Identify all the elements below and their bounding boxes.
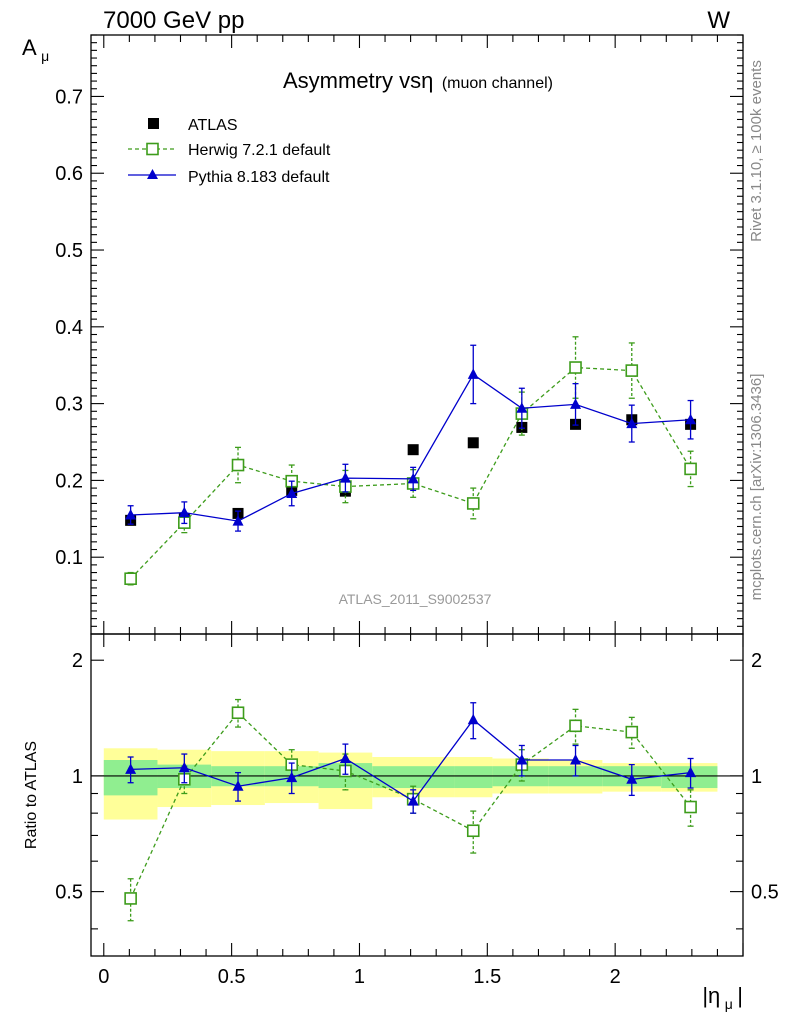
data-point-herwig: [569, 361, 582, 374]
y-tick-label: 0.4: [55, 317, 83, 339]
data-point-pythia: [467, 368, 479, 379]
y-tick-label: 0.2: [55, 470, 83, 492]
data-point-pythia: [570, 398, 582, 409]
x-tick-label: 0.5: [218, 966, 246, 988]
main-title: Asymmetry vsη (muon channel): [283, 68, 553, 93]
data-point-herwig: [684, 800, 697, 814]
y-tick-label: 0.3: [55, 394, 83, 416]
data-point-herwig: [466, 824, 480, 838]
data-point-pythia: [125, 508, 137, 520]
data-point-pythia: [516, 754, 528, 765]
ratio-y-tick-label-right: 0.5: [751, 882, 779, 904]
data-point-pythia: [626, 773, 638, 784]
data-point-pythia: [232, 515, 244, 526]
ratio-xlabel-suffix: |: [737, 983, 743, 1008]
main-ylabel-text: A: [22, 35, 37, 60]
legend-label-herwig: Herwig 7.2.1 default: [188, 142, 331, 159]
legend-marker-herwig: [146, 142, 159, 156]
series-line: [130, 711, 692, 899]
data-point-herwig: [569, 719, 582, 733]
ratio-y-tick-label-right: 2: [751, 650, 762, 672]
data-point-herwig: [231, 458, 245, 472]
main-title-suffix: (muon channel): [442, 75, 553, 92]
header-right: W: [707, 7, 730, 34]
axis-ticks: 0 0.5 1 1.5 2 0.1 0.2 0.3 0.4 0.5 0.6 0.7 0.5 0.5 1 1 2 2: [55, 34, 779, 988]
series-line: [130, 366, 692, 580]
data-point-herwig: [124, 892, 137, 905]
band-stat: [372, 766, 455, 789]
band-stat: [454, 766, 493, 789]
data-point-herwig: [684, 462, 697, 476]
data-point-pythia: [286, 487, 298, 498]
legend-marker-pythia: [147, 169, 158, 179]
data-point-pythia: [125, 763, 137, 774]
legend-label-pythia: Pythia 8.183 default: [188, 169, 330, 186]
ratio-panel-frame: [90, 633, 744, 957]
y-tick-label: 0.7: [55, 86, 83, 108]
data-series: [124, 336, 697, 922]
watermark: ATLAS_2011_S9002537: [339, 591, 492, 607]
mcplots-label: mcplots.cern.ch [arXiv:1306.3436]: [748, 374, 765, 601]
x-tick-label: 2: [610, 966, 621, 988]
data-point-pythia: [178, 506, 190, 518]
y-tick-label: 0.5: [55, 240, 83, 262]
data-point-atlas: [467, 437, 479, 449]
main-title-text: Asymmetry vsη: [283, 68, 433, 93]
legend-marker-atlas: [148, 118, 159, 129]
data-point-pythia: [516, 402, 528, 413]
data-point-herwig: [625, 364, 639, 377]
data-point-pythia: [570, 754, 582, 765]
ratio-xlabel-sub: μ: [725, 996, 733, 1012]
ratio-xlabel: |η μ |: [702, 983, 743, 1013]
x-tick-label: 1.5: [473, 966, 501, 988]
legend-label-atlas: ATLAS: [188, 117, 238, 134]
data-point-pythia: [626, 417, 638, 429]
ratio-y-tick-label: 0.5: [55, 882, 83, 904]
ratio-y-tick-label: 1: [72, 766, 83, 788]
y-tick-label: 0.1: [55, 547, 83, 569]
data-point-pythia: [232, 780, 244, 791]
data-point-pythia: [407, 795, 419, 806]
data-point-atlas: [407, 444, 419, 456]
data-point-pythia: [286, 771, 298, 783]
legend: ATLAS Herwig 7.2.1 default Pythia 8.183 …: [128, 117, 331, 186]
x-tick-label: 0: [98, 966, 109, 988]
x-tick-label: 1: [354, 966, 365, 988]
data-point-pythia: [339, 472, 351, 483]
data-point-pythia: [178, 761, 190, 773]
ratio-xlabel-text: |η: [702, 983, 720, 1008]
data-point-herwig: [625, 725, 639, 739]
data-point-pythia: [467, 713, 479, 725]
data-point-pythia: [339, 752, 351, 763]
main-ylabel-sub: μ: [41, 48, 49, 64]
ratio-y-tick-label-right: 1: [751, 766, 762, 788]
y-tick-label: 0.6: [55, 163, 83, 185]
ratio-ylabel: Ratio to ATLAS: [23, 741, 40, 849]
data-point-pythia: [685, 766, 697, 778]
data-point-herwig: [124, 572, 137, 586]
data-point-pythia: [685, 413, 697, 425]
main-ylabel: A μ: [22, 35, 49, 64]
rivet-label: Rivet 3.1.10, ≥ 100k events: [748, 60, 765, 242]
data-point-herwig: [231, 706, 245, 720]
ratio-y-tick-label: 2: [72, 650, 83, 672]
header-left: 7000 GeV pp: [103, 7, 244, 34]
data-point-herwig: [466, 497, 480, 510]
data-point-pythia: [407, 472, 419, 484]
